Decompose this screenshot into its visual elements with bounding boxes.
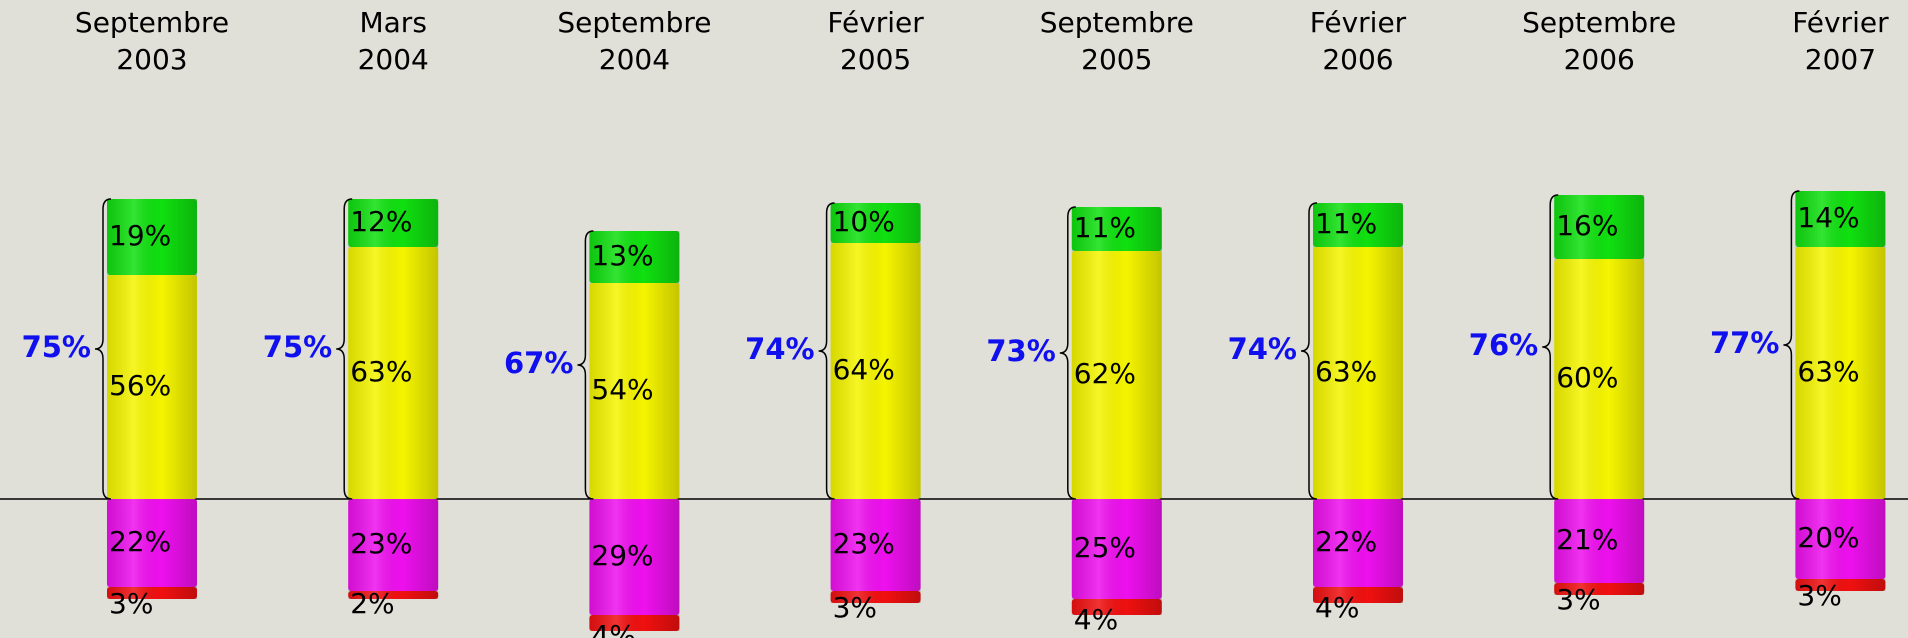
- brace: [1300, 202, 1318, 500]
- shading: [830, 591, 921, 603]
- value-label: 10%: [833, 205, 895, 238]
- shading: [1554, 583, 1645, 595]
- shading: [589, 499, 680, 615]
- value-label: 16%: [1556, 209, 1618, 242]
- brace: [1783, 190, 1800, 500]
- value-label: 25%: [1074, 531, 1136, 564]
- shading: [1554, 499, 1645, 583]
- shading: [1554, 259, 1645, 499]
- category-label: 2005: [840, 43, 911, 76]
- category-label: Septembre: [1522, 6, 1676, 39]
- value-label: 54%: [591, 373, 653, 406]
- shading: [107, 275, 197, 499]
- total-label: 77%: [1710, 326, 1779, 360]
- shading: [589, 283, 680, 499]
- shading: [1313, 247, 1403, 499]
- value-label: 64%: [833, 353, 895, 386]
- total-label: 75%: [22, 330, 91, 364]
- category-label: 2004: [358, 43, 429, 76]
- value-label: 63%: [350, 355, 412, 388]
- value-label: 14%: [1797, 201, 1859, 234]
- shading: [589, 231, 680, 283]
- value-label: 12%: [350, 205, 412, 238]
- shading: [1071, 499, 1162, 599]
- shading: [1313, 499, 1403, 587]
- category-label: Février: [1310, 6, 1407, 39]
- value-label: 3%: [1556, 583, 1600, 616]
- shading: [107, 587, 197, 599]
- shading: [1795, 499, 1886, 579]
- category-label: Février: [827, 6, 924, 39]
- value-label: 4%: [591, 619, 635, 638]
- total-label: 74%: [1228, 332, 1297, 366]
- total-label: 76%: [1469, 328, 1538, 362]
- value-label: 2%: [350, 587, 394, 620]
- shading: [830, 203, 921, 243]
- shading: [830, 499, 921, 591]
- shading: [348, 247, 439, 499]
- brace: [577, 230, 594, 500]
- shading: [1795, 247, 1886, 499]
- value-label: 11%: [1074, 211, 1136, 244]
- category-label: 2006: [1322, 43, 1393, 76]
- value-label: 23%: [350, 527, 412, 560]
- category-label: Février: [1792, 6, 1889, 39]
- shading: [1554, 195, 1645, 259]
- value-label: 21%: [1556, 523, 1618, 556]
- shading: [830, 243, 921, 499]
- shading: [348, 499, 439, 591]
- value-label: 23%: [833, 527, 895, 560]
- value-label: 19%: [109, 219, 171, 252]
- brace: [336, 198, 353, 500]
- value-label: 13%: [591, 239, 653, 272]
- value-label: 3%: [833, 591, 877, 624]
- shading: [348, 199, 439, 247]
- shading: [107, 199, 197, 275]
- value-label: 4%: [1074, 603, 1118, 636]
- category-label: 2003: [116, 43, 187, 76]
- value-label: 11%: [1315, 207, 1377, 240]
- brace: [94, 198, 112, 500]
- category-label: Septembre: [557, 6, 711, 39]
- value-label: 63%: [1797, 355, 1859, 388]
- total-label: 74%: [745, 332, 814, 366]
- shading: [1795, 191, 1886, 247]
- value-label: 62%: [1074, 357, 1136, 390]
- shading: [1071, 207, 1162, 251]
- shading: [1313, 203, 1403, 247]
- value-label: 63%: [1315, 355, 1377, 388]
- value-label: 22%: [1315, 525, 1377, 558]
- shading: [1795, 579, 1886, 591]
- shading: [348, 591, 439, 599]
- total-label: 75%: [263, 330, 332, 364]
- category-label: Septembre: [75, 6, 229, 39]
- category-label: 2004: [599, 43, 670, 76]
- category-label: 2007: [1805, 43, 1876, 76]
- category-label: Septembre: [1040, 6, 1194, 39]
- value-label: 4%: [1315, 591, 1359, 624]
- value-label: 3%: [1797, 579, 1841, 612]
- value-label: 3%: [109, 587, 153, 620]
- total-label: 73%: [986, 334, 1055, 368]
- category-label: Mars: [359, 6, 426, 39]
- value-label: 56%: [109, 369, 171, 402]
- category-label: 2005: [1081, 43, 1152, 76]
- value-label: 29%: [591, 539, 653, 572]
- shading: [107, 499, 197, 587]
- shading: [1071, 599, 1162, 615]
- shading: [1313, 587, 1403, 603]
- shading: [589, 615, 680, 631]
- brace: [818, 202, 835, 500]
- total-label: 67%: [504, 346, 573, 380]
- value-label: 22%: [109, 525, 171, 558]
- brace: [1542, 194, 1559, 500]
- value-label: 20%: [1797, 521, 1859, 554]
- shading: [1071, 251, 1162, 499]
- brace: [1059, 206, 1076, 500]
- category-label: 2006: [1564, 43, 1635, 76]
- value-label: 60%: [1556, 361, 1618, 394]
